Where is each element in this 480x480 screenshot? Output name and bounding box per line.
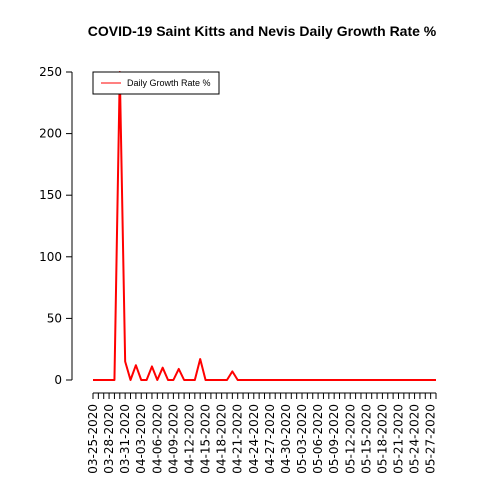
- x-tick-label: 05-27-2020: [424, 404, 438, 474]
- x-tick-label: 03-25-2020: [86, 404, 100, 474]
- y-tick-label: 250: [39, 65, 62, 79]
- x-axis: 03-25-2020 03-28-2020 03-31-2020 04-03-2020…: [86, 392, 438, 474]
- x-tick-label: 04-30-2020: [279, 404, 293, 474]
- legend-box: [92, 71, 220, 95]
- legend-label: Daily Growth Rate %: [127, 78, 211, 88]
- y-tick-label: 0: [54, 373, 62, 387]
- x-tick-label: 04-24-2020: [247, 404, 261, 474]
- y-tick-label: 50: [47, 311, 62, 325]
- x-tick-label: 04-03-2020: [134, 404, 148, 474]
- x-tick-label: 04-09-2020: [166, 404, 180, 474]
- x-tick-label: 04-15-2020: [199, 404, 213, 474]
- x-tick-label: 05-18-2020: [375, 404, 389, 474]
- x-tick-label: 04-18-2020: [215, 404, 229, 474]
- y-tick-label: 150: [39, 188, 62, 202]
- x-tick-label: 05-03-2020: [295, 404, 309, 474]
- chart-title: COVID-19 Saint Kitts and Nevis Daily Gro…: [88, 23, 437, 39]
- x-tick-label: 05-06-2020: [311, 404, 325, 474]
- series-layer: [93, 71, 436, 381]
- x-tick-label: 05-24-2020: [408, 404, 422, 474]
- x-tick-label: 05-09-2020: [327, 404, 341, 474]
- y-tick-label: 100: [39, 250, 62, 264]
- x-tick-label: 05-12-2020: [343, 404, 357, 474]
- x-tick-label: 04-21-2020: [231, 404, 245, 474]
- x-tick-label: 05-21-2020: [391, 404, 405, 474]
- x-tick-label: 03-31-2020: [118, 404, 132, 474]
- legend: Daily Growth Rate %: [92, 71, 220, 95]
- y-tick-label: 200: [39, 127, 62, 141]
- x-tick-label: 04-27-2020: [263, 404, 277, 474]
- x-tick-label: 04-06-2020: [150, 404, 164, 474]
- x-tick-label: 04-12-2020: [182, 404, 196, 474]
- x-tick-label: 03-28-2020: [102, 404, 116, 474]
- series-line: [93, 71, 436, 381]
- y-axis: 0 50 100 150 200 250: [39, 65, 73, 387]
- x-tick-label: 05-15-2020: [359, 404, 373, 474]
